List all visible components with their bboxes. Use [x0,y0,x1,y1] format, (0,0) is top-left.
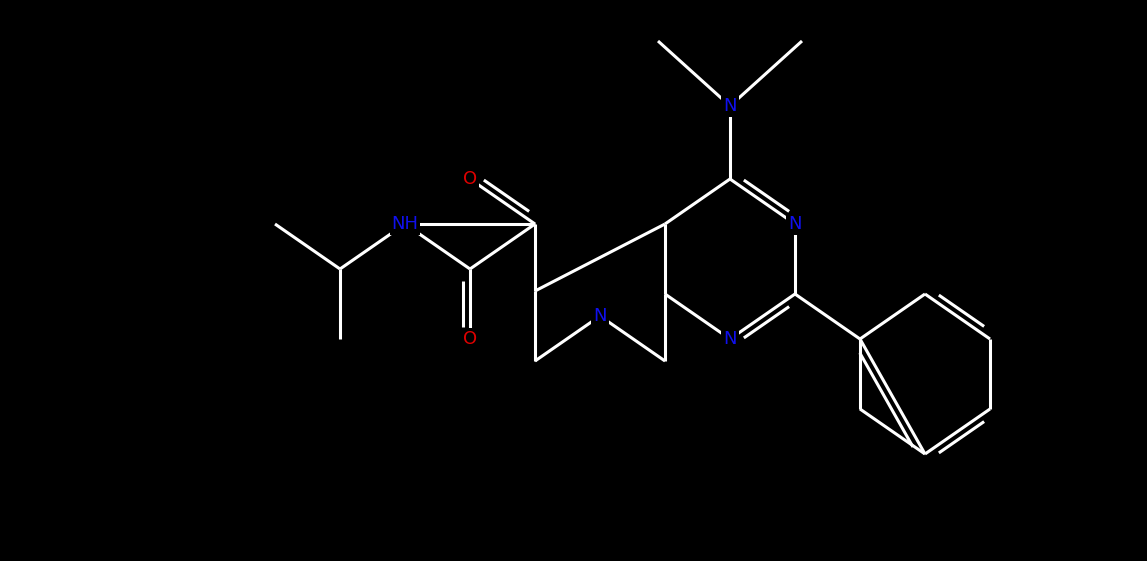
Text: O: O [463,330,477,348]
Text: N: N [724,97,736,115]
Text: N: N [788,215,802,233]
Text: O: O [463,170,477,188]
Text: NH: NH [391,215,419,233]
Text: N: N [724,330,736,348]
Text: N: N [593,307,607,325]
